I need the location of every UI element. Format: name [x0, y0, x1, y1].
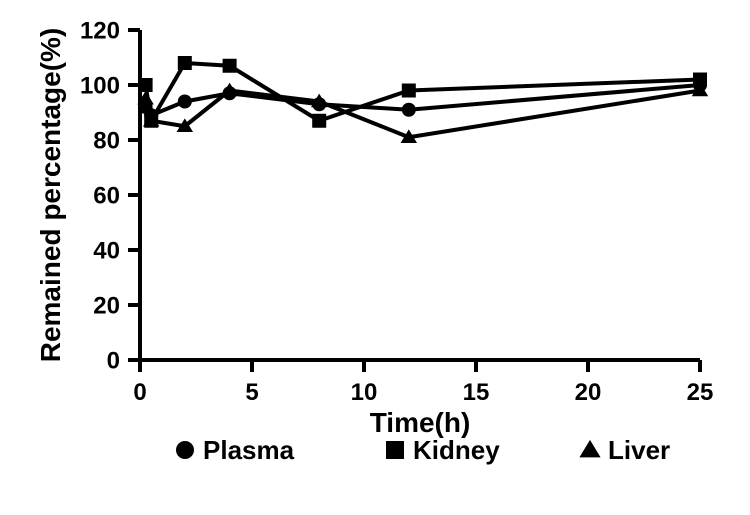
legend-label: Kidney — [413, 435, 500, 465]
x-tick-label: 5 — [245, 379, 258, 406]
series-marker — [223, 59, 237, 73]
y-tick-label: 80 — [93, 127, 120, 154]
x-axis-label: Time(h) — [370, 407, 471, 438]
x-tick-label: 25 — [687, 379, 714, 406]
series-marker — [178, 95, 192, 109]
series-marker — [402, 84, 416, 98]
series-marker — [139, 78, 153, 92]
legend-marker — [386, 441, 404, 459]
legend-marker — [176, 441, 194, 459]
x-tick-label: 0 — [133, 379, 146, 406]
series-marker — [402, 103, 416, 117]
x-tick-label: 15 — [463, 379, 490, 406]
y-tick-label: 60 — [93, 182, 120, 209]
y-tick-label: 0 — [107, 347, 120, 374]
y-axis-label: Remained percentage(%) — [35, 28, 66, 363]
chart-container: 0 5 10 15 20 25 0 20 40 60 80 100 120 Time(h) Remained… — [0, 0, 750, 515]
y-tick-label: 100 — [80, 72, 120, 99]
x-tick-label: 20 — [575, 379, 602, 406]
y-tick-label: 20 — [93, 292, 120, 319]
x-tick-label: 10 — [351, 379, 378, 406]
y-tick-label: 40 — [93, 237, 120, 264]
series-marker — [312, 114, 326, 128]
line-chart: 0 5 10 15 20 25 0 20 40 60 80 100 120 Time(h) Remained… — [0, 0, 750, 515]
legend-label: Plasma — [203, 435, 295, 465]
series-marker — [178, 56, 192, 70]
y-tick-label: 120 — [80, 17, 120, 44]
legend-label: Liver — [608, 435, 670, 465]
